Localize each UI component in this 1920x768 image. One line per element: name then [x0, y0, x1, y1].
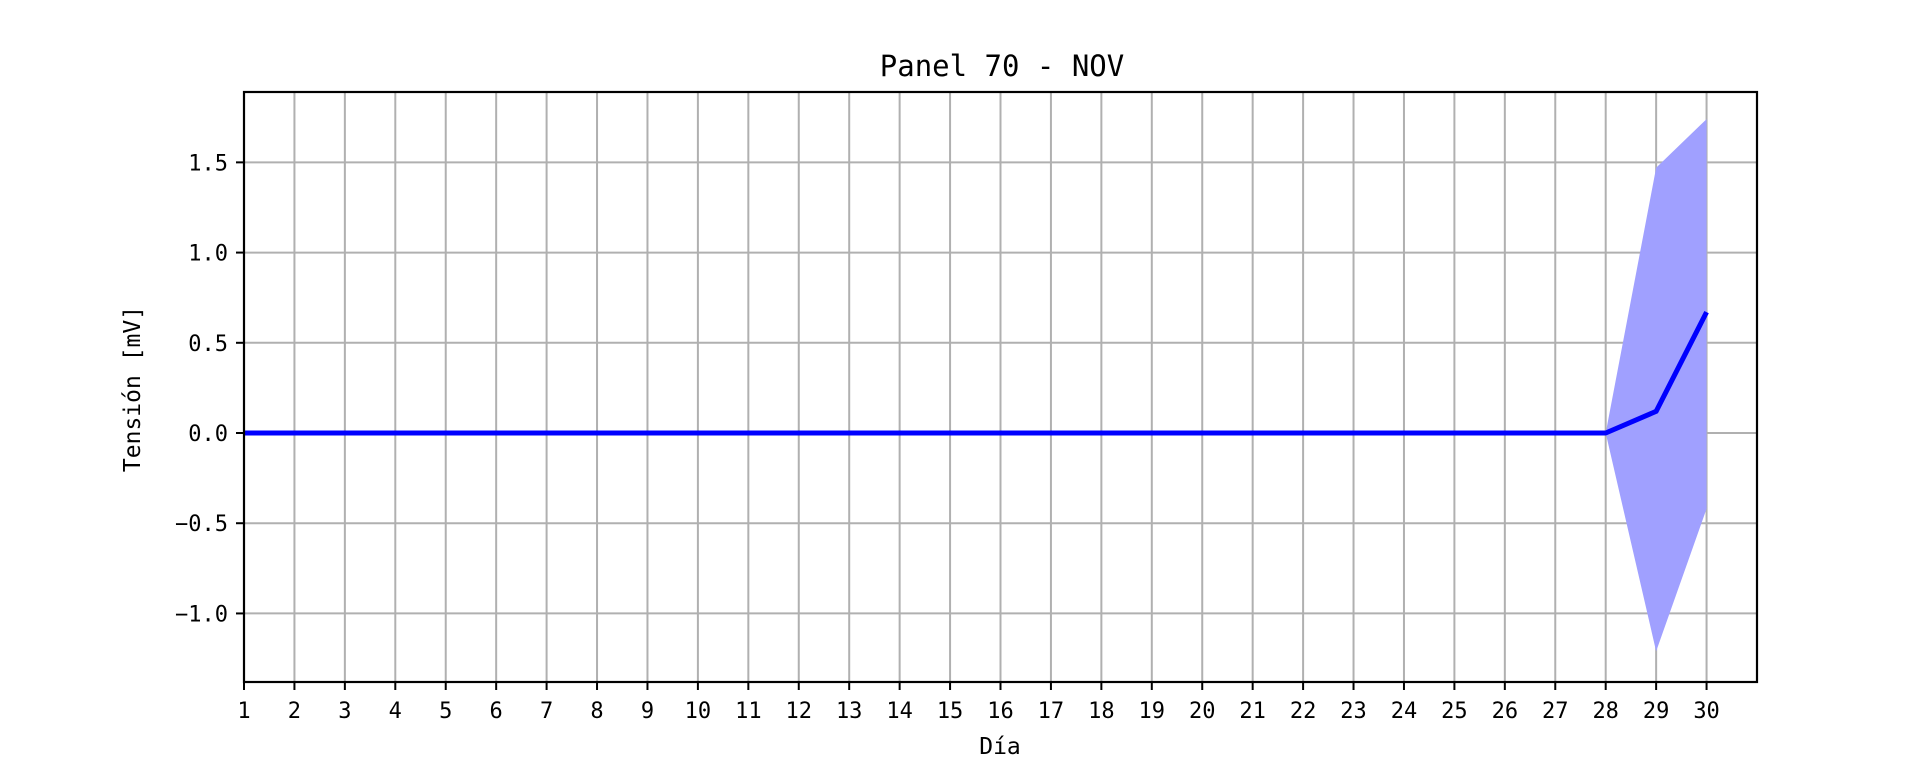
y-tick-label: 0.0 [188, 422, 228, 447]
x-tick-label: 10 [685, 699, 712, 724]
x-tick-label: 19 [1139, 699, 1166, 724]
x-tick-label: 15 [937, 699, 964, 724]
x-tick-label: 29 [1643, 699, 1670, 724]
x-tick-label: 18 [1088, 699, 1115, 724]
x-tick-label: 13 [836, 699, 863, 724]
y-tick-label: 1.0 [188, 242, 228, 267]
x-tick-label: 28 [1592, 699, 1619, 724]
x-tick-label: 2 [288, 699, 301, 724]
y-tick-label: −1.0 [175, 602, 228, 627]
x-axis-label: Día [979, 734, 1021, 760]
x-tick-label: 17 [1038, 699, 1065, 724]
confidence-band [244, 119, 1707, 652]
x-tick-label: 8 [590, 699, 603, 724]
x-tick-label: 16 [987, 699, 1014, 724]
x-tick-label: 27 [1542, 699, 1569, 724]
x-tick-label: 14 [886, 699, 913, 724]
x-tick-label: 26 [1492, 699, 1519, 724]
x-tick-label: 11 [735, 699, 762, 724]
x-tick-label: 21 [1239, 699, 1266, 724]
series-layer [244, 310, 1709, 436]
y-axis-label: Tensión [mV] [120, 306, 146, 472]
x-tick-label: 1 [237, 699, 250, 724]
grid-layer [243, 92, 1757, 682]
x-tick-label: 7 [540, 699, 553, 724]
x-tick-label: 23 [1340, 699, 1367, 724]
y-tick-label: 0.5 [188, 332, 228, 357]
x-tick-label: 25 [1441, 699, 1468, 724]
x-tick-label: 5 [439, 699, 452, 724]
x-tick-label: 30 [1693, 699, 1720, 724]
x-tick-label: 6 [490, 699, 503, 724]
x-tick-label: 9 [641, 699, 654, 724]
band-layer [244, 119, 1707, 652]
x-tick-label: 22 [1290, 699, 1317, 724]
x-tick-label: 12 [786, 699, 813, 724]
y-tick-label: −0.5 [175, 512, 228, 537]
x-axis: 1 2 3 4 5 6 7 8 9 10 11 12 13 14 15 16 17 18 19 20 21 22 23 24 2… [237, 682, 1720, 724]
series-line [244, 310, 1709, 436]
x-tick-label: 4 [389, 699, 402, 724]
x-tick-label: 24 [1391, 699, 1418, 724]
x-tick-label: 3 [338, 699, 351, 724]
y-axis: −1.0 −0.5 0.0 0.5 1.0 1.5 [175, 151, 244, 627]
chart-title: Panel 70 - NOV [880, 49, 1124, 83]
x-tick-label: 20 [1189, 699, 1216, 724]
y-tick-label: 1.5 [188, 151, 228, 176]
